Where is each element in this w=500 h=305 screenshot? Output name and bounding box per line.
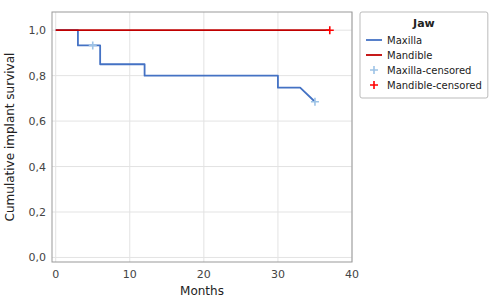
y-grid-line bbox=[52, 166, 352, 167]
x-grid-line bbox=[55, 12, 56, 262]
y-grid-line bbox=[52, 257, 352, 258]
legend-label: Mandible-censored bbox=[387, 80, 482, 91]
y-tick-label: 0,6 bbox=[29, 115, 47, 128]
legend-symbol bbox=[370, 81, 378, 89]
plot-frame bbox=[52, 12, 352, 262]
x-grid-line bbox=[203, 12, 204, 262]
x-axis-label: Months bbox=[180, 284, 224, 298]
legend-label: Maxilla-censored bbox=[387, 65, 471, 76]
survival-line bbox=[56, 30, 315, 102]
y-grid-line bbox=[52, 212, 352, 213]
x-tick-label: 30 bbox=[271, 268, 285, 281]
censored-mark bbox=[326, 26, 334, 34]
x-grid-line bbox=[129, 12, 130, 262]
grid bbox=[52, 12, 352, 262]
x-tick-label: 40 bbox=[345, 268, 359, 281]
legend-symbol bbox=[370, 66, 378, 74]
censored-mark bbox=[89, 41, 97, 49]
y-axis-label: Cumulative implant survival bbox=[3, 53, 17, 222]
x-tick-label: 10 bbox=[123, 268, 137, 281]
y-tick-label: 1,0 bbox=[29, 24, 47, 37]
y-tick-label: 0,0 bbox=[29, 251, 47, 264]
legend-title: Jaw bbox=[412, 17, 435, 30]
y-grid-line bbox=[52, 30, 352, 31]
x-tick-label: 0 bbox=[52, 268, 59, 281]
plot-area bbox=[56, 26, 334, 106]
legend-symbol bbox=[366, 54, 382, 56]
chart: 0,0 0,2 0,4 0,6 0,8 1,0 0 10 20 30 40 Months Cumulat… bbox=[0, 0, 500, 305]
legend-label: Maxilla bbox=[387, 35, 422, 46]
legend-frame bbox=[360, 12, 488, 98]
legend-symbol bbox=[366, 39, 382, 41]
censored-mark bbox=[311, 98, 319, 106]
x-grid-line bbox=[277, 12, 278, 262]
legend-label: Mandible bbox=[387, 50, 433, 61]
y-tick-label: 0,4 bbox=[29, 161, 47, 174]
y-tick-label: 0,8 bbox=[29, 70, 47, 83]
y-tick-label: 0,2 bbox=[29, 206, 47, 219]
legend: Jaw Maxilla Mandible Maxilla-censored Mandib… bbox=[360, 12, 488, 98]
x-tick-label: 20 bbox=[197, 268, 211, 281]
y-grid-line bbox=[52, 121, 352, 122]
survival-line bbox=[56, 29, 330, 31]
